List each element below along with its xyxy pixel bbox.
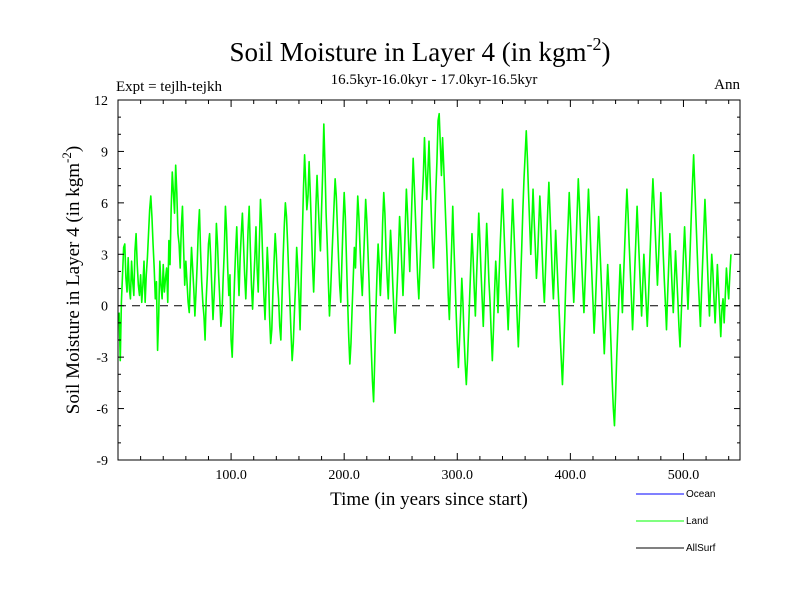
x-tick-label: 500.0 [668, 468, 700, 483]
expt-label: Expt = tejlh-tejkh [116, 79, 222, 95]
y-tick-label: 0 [101, 300, 108, 315]
legend-land-label: Land [686, 516, 708, 527]
x-tick-label: 400.0 [555, 468, 587, 483]
legend-allsurf-label: AllSurf [686, 543, 716, 554]
x-tick-label: 200.0 [328, 468, 360, 483]
series-layer [118, 112, 732, 427]
legend-ocean-label: Ocean [686, 489, 715, 500]
y-tick-label: -9 [96, 454, 108, 469]
chart-title-close: ) [601, 37, 610, 67]
y-axis-label: Soil Moisture in Layer 4 (in kgm-2) [59, 146, 84, 414]
legend: Ocean Land AllSurf [636, 489, 716, 554]
y-tick-label: -6 [96, 403, 108, 418]
y-axis-label-text: Soil Moisture in Layer 4 (in kgm [63, 163, 84, 414]
y-tick-label: 9 [101, 145, 108, 160]
chart-title: Soil Moisture in Layer 4 (in kgm-2) [230, 34, 611, 67]
x-tick-label: 100.0 [215, 468, 247, 483]
plot-frame [117, 99, 741, 461]
y-tick-label: 3 [101, 248, 108, 263]
x-axis-label: Time (in years since start) [330, 489, 528, 510]
chart-title-text: Soil Moisture in Layer 4 (in kgm [230, 37, 587, 67]
y-tick-label: 6 [101, 197, 108, 212]
ticks-layer: -9 -6 -3 0 3 6 9 12 100.0 200.0 300.0 400.0 500.0 [94, 94, 740, 483]
y-tick-label: 12 [94, 94, 108, 109]
chart-subtitle: 16.5kyr-16.0kyr - 17.0kyr-16.5kyr [331, 72, 538, 88]
season-label: Ann [714, 77, 740, 93]
series-line-land [118, 112, 732, 427]
x-tick-label: 300.0 [442, 468, 474, 483]
y-axis-label-close: ) [63, 146, 84, 152]
y-tick-label: -3 [96, 351, 108, 366]
chart-title-sup: -2 [586, 34, 601, 54]
y-axis-label-sup: -2 [59, 152, 74, 163]
